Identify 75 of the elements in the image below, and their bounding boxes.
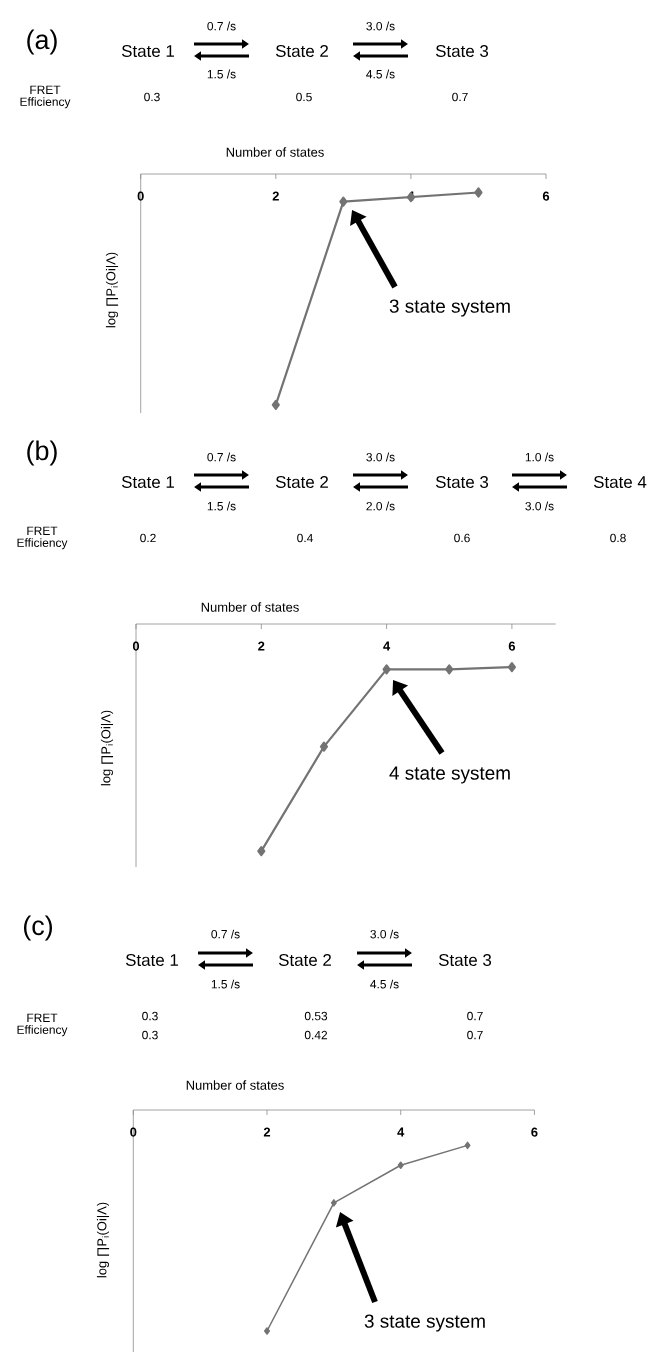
x-tick-label: 4	[383, 641, 391, 651]
text: State 2	[275, 476, 328, 489]
point	[474, 187, 483, 198]
text: 0.2	[140, 533, 156, 543]
text: 3.0 /s	[370, 929, 399, 939]
point	[507, 662, 516, 673]
text: State 2	[278, 954, 331, 967]
text: 0.5	[296, 92, 312, 102]
text: 4.5 /s	[366, 69, 395, 79]
x-tick-label: 0	[130, 1127, 137, 1137]
text: State 3	[438, 954, 492, 967]
text: State 1	[125, 954, 178, 967]
text: FRET Efficiency	[17, 1013, 68, 1037]
text: 0.7 /s	[207, 452, 236, 462]
chart-title: (a)	[27, 29, 57, 55]
annotation: 4 state system	[389, 766, 510, 784]
text: 0.4	[297, 533, 313, 543]
point	[445, 664, 454, 675]
text: 1.5 /s	[207, 69, 236, 79]
text: 0.3	[144, 92, 160, 102]
point	[264, 1327, 270, 1335]
x-tick-label: 4	[397, 1127, 405, 1137]
x-tick-label: 6	[531, 1127, 538, 1137]
x-axis-title: Number of states	[201, 602, 299, 612]
x-tick-label: 0	[137, 191, 144, 201]
text: State 2	[275, 45, 328, 57]
x-tick-label: 2	[258, 641, 265, 651]
text: 0.7 /s	[211, 929, 240, 939]
text: 0.7	[452, 92, 468, 102]
text: 1.5 /s	[207, 501, 236, 511]
text: 0.3	[142, 1011, 158, 1021]
x-axis-title: Number of states	[226, 147, 324, 157]
point	[339, 196, 348, 207]
annotation: 3 state system	[364, 1314, 485, 1332]
point	[319, 741, 329, 752]
text: 1.5 /s	[211, 979, 240, 989]
x-tick-label: 2	[272, 191, 279, 201]
text: State 1	[121, 45, 174, 57]
x-axis-title: Number of states	[186, 1080, 284, 1090]
x-tick-label: 6	[542, 191, 550, 201]
text: State 1	[121, 476, 174, 489]
text: FRET Efficiency	[20, 85, 71, 109]
text: State 3	[435, 476, 489, 489]
text: 0.53	[304, 1011, 328, 1021]
y-axis-title: log ∏P$_{i}$(Oi|Λ)	[100, 710, 114, 786]
text: State 3	[435, 45, 489, 57]
point	[257, 846, 266, 857]
y-axis-title: log ∏P$_{i}$(Oi|Λ)	[96, 1202, 110, 1278]
text: 3.0 /s	[366, 452, 395, 462]
x-tick-label: 6	[508, 641, 516, 651]
text: 0.3	[142, 1030, 158, 1040]
chart-title: (c)	[23, 915, 53, 941]
annotation: 3 state system	[389, 299, 510, 317]
text: 4.5 /s	[370, 979, 399, 989]
text: 3.0 /s	[525, 501, 554, 511]
text: 0.7 /s	[207, 21, 236, 31]
text: 0.8	[610, 533, 626, 543]
point	[382, 664, 391, 675]
x-tick-label: 0	[132, 641, 140, 651]
point	[464, 1141, 471, 1150]
point	[330, 1199, 337, 1207]
point	[397, 1161, 404, 1170]
text: 3.0 /s	[366, 21, 395, 31]
text: 0.7	[467, 1011, 483, 1021]
text: 0.42	[304, 1030, 328, 1040]
text: FRET Efficiency	[17, 526, 68, 550]
y-axis-title: log ∏P$_{i}$(Oi|Λ)	[105, 252, 119, 328]
text: 0.7	[467, 1030, 483, 1040]
point	[271, 399, 280, 411]
x-tick-label: 2	[263, 1127, 271, 1137]
chart-title: (b)	[27, 440, 57, 466]
text: 0.6	[454, 533, 470, 543]
text: 1.0 /s	[525, 452, 554, 462]
text: State 4	[593, 476, 647, 489]
text: 2.0 /s	[366, 501, 395, 511]
